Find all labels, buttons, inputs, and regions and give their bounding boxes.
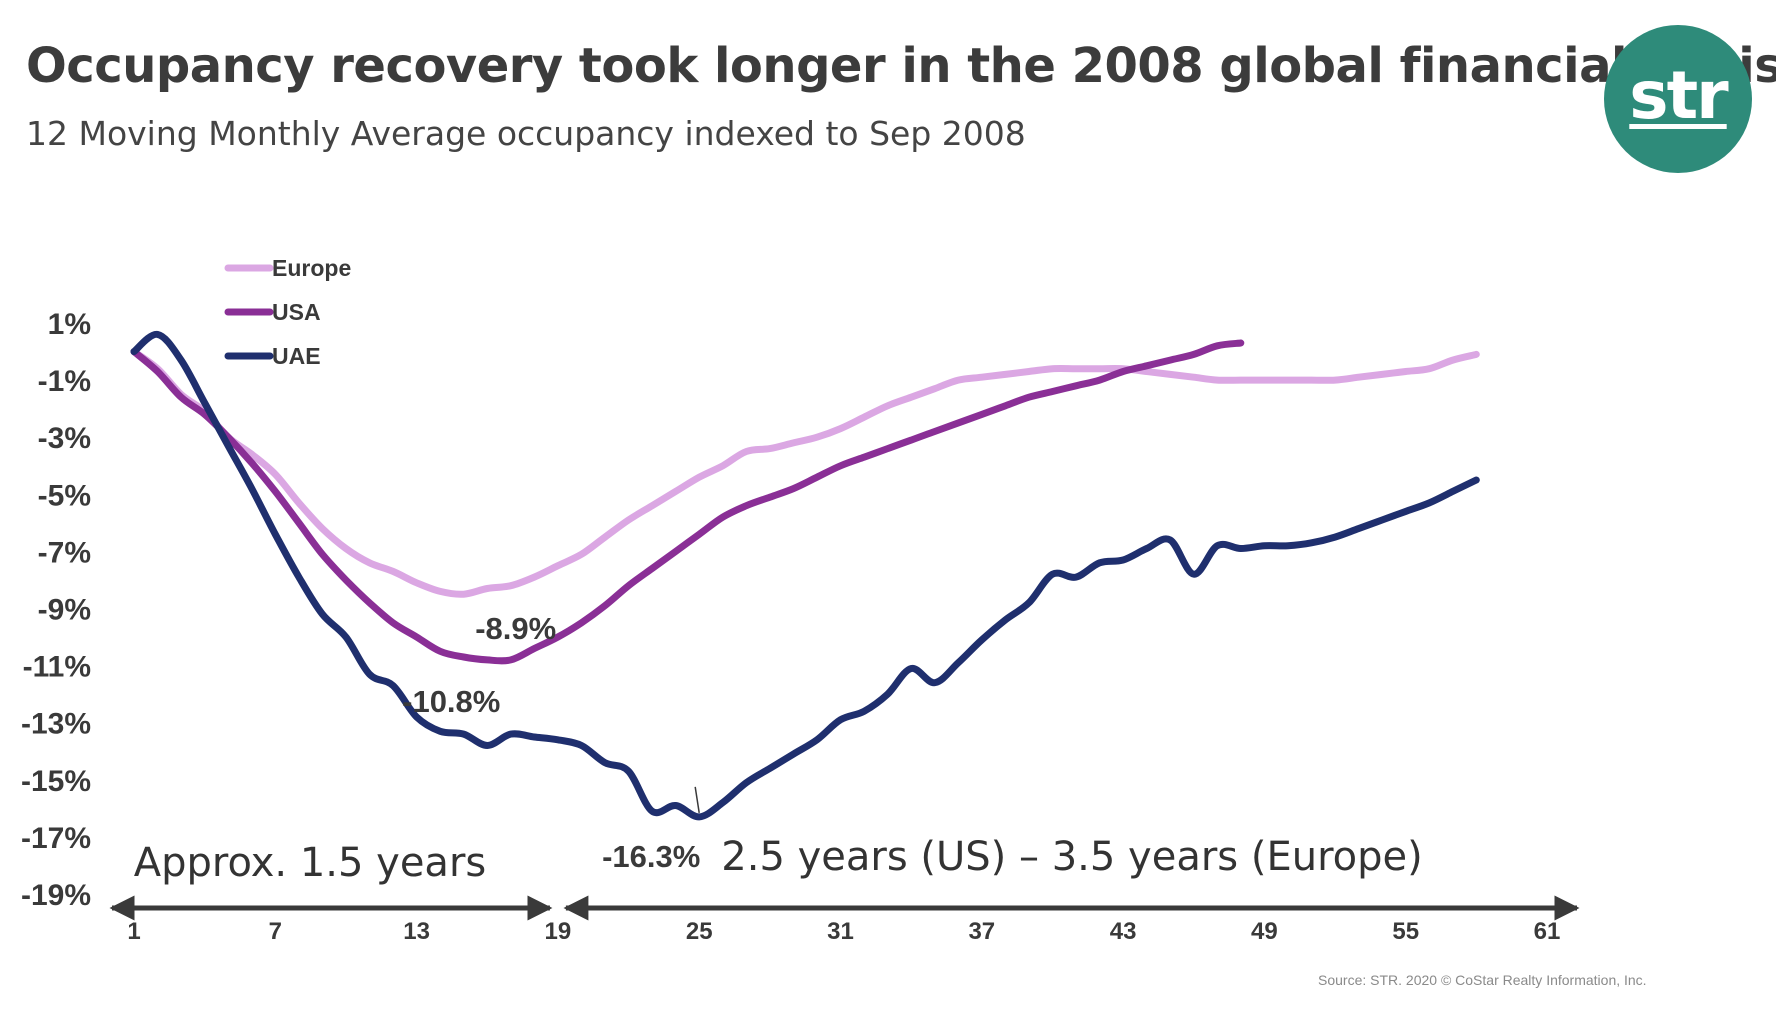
x-tick-label: 49 [1251,918,1278,945]
y-tick-label: -19% [21,879,91,912]
x-axis-labels: 1 7 13 19 25 31 37 43 49 55 61 [127,918,1560,945]
page-subtitle: 12 Moving Monthly Average occupancy inde… [26,114,1026,153]
legend-label: USA [272,299,321,325]
logo-text: str [1629,56,1728,134]
legend: Europe USA UAE [224,255,351,369]
range-label: 2.5 years (US) – 3.5 years (Europe) [721,834,1422,880]
x-tick-label: 37 [968,918,995,945]
y-tick-label: -1% [38,365,91,398]
x-tick-label: 31 [827,918,854,945]
x-tick-label: 55 [1392,918,1419,945]
y-tick-label: -5% [38,479,91,512]
x-tick-label: 61 [1534,918,1561,945]
x-tick-label: 25 [686,918,713,945]
series-layer [130,330,1480,821]
series-line-usa [130,339,1245,665]
y-tick-label: -3% [38,422,91,455]
legend-label: UAE [272,343,321,369]
annotation-usa: -10.8% [402,684,500,719]
x-tick-label: 1 [127,918,140,945]
str-logo: str [1604,25,1752,173]
series-line-europe [130,348,1480,598]
y-tick-label: -17% [21,822,91,855]
x-tick-label: 19 [545,918,572,945]
series-line-uae [130,330,1480,821]
y-tick-label: -15% [21,765,91,798]
annotation-europe: -8.9% [475,611,556,646]
y-tick-label: -13% [21,708,91,741]
annotations: -8.9% -10.8% -16.3% [402,611,700,874]
y-tick-label: 1% [48,308,91,341]
y-tick-label: -7% [38,536,91,569]
y-axis-labels: 1% -1% -3% -5% -7% -9% -11% -13% -15% -17% -19% [21,308,91,912]
x-tick-label: 13 [403,918,430,945]
annotation-leader [694,786,700,814]
x-tick-label: 7 [269,918,282,945]
page-title: Occupancy recovery took longer in the 20… [26,38,1776,94]
range-arrows: Approx. 1.5 years 2.5 years (US) – 3.5 ye… [109,834,1580,921]
x-tick-label: 43 [1110,918,1137,945]
source-note: Source: STR. 2020 © CoStar Realty Inform… [1318,972,1647,988]
y-tick-label: -11% [23,651,91,684]
legend-label: Europe [272,255,351,281]
range-label: Approx. 1.5 years [134,840,486,886]
annotation-uae: -16.3% [602,839,700,874]
y-tick-label: -9% [38,594,91,627]
